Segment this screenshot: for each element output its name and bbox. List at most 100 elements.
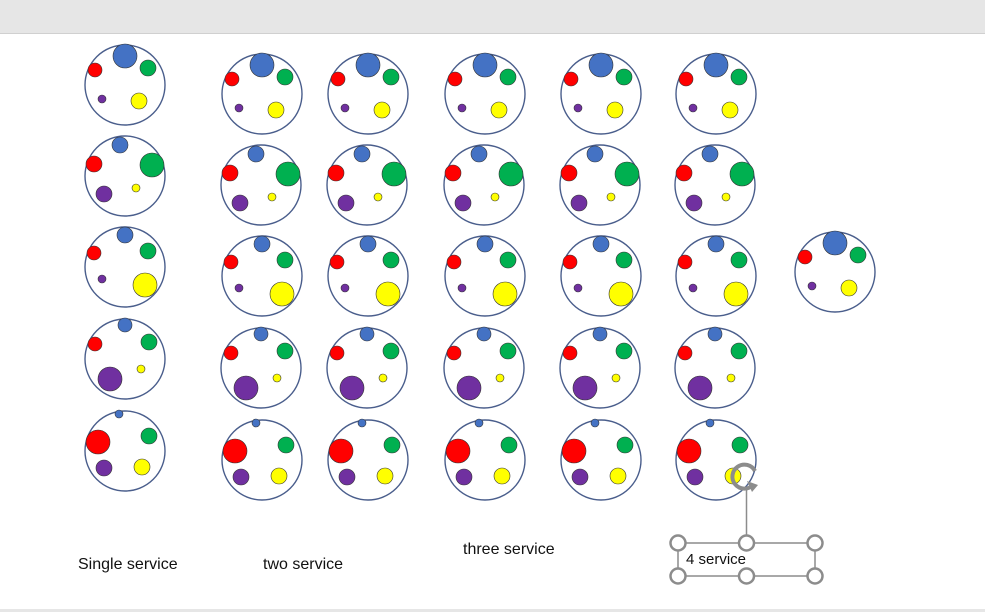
green-dot xyxy=(140,333,158,351)
red-dot xyxy=(223,345,239,361)
red-dot xyxy=(561,438,587,464)
green-dot xyxy=(499,68,517,86)
green-dot xyxy=(139,152,165,178)
yellow-dot xyxy=(378,373,388,383)
red-dot xyxy=(678,71,694,87)
green-dot xyxy=(277,436,295,454)
window-top-bar xyxy=(0,0,985,34)
green-dot xyxy=(500,436,518,454)
green-dot xyxy=(383,436,401,454)
resize-handle[interactable] xyxy=(806,567,824,585)
yellow-dot xyxy=(373,101,391,119)
blue-dot xyxy=(111,136,129,154)
green-dot xyxy=(498,161,524,187)
blue-dot xyxy=(114,409,124,419)
red-dot xyxy=(562,254,578,270)
blue-dot xyxy=(822,230,848,256)
purple-dot xyxy=(571,468,589,486)
blue-dot xyxy=(470,145,488,163)
red-dot xyxy=(223,254,239,270)
blue-dot xyxy=(592,326,608,342)
blue-dot xyxy=(476,235,494,253)
rotate-icon[interactable] xyxy=(730,462,757,491)
purple-dot xyxy=(454,194,472,212)
purple-dot xyxy=(97,274,107,284)
red-dot xyxy=(85,429,111,455)
red-dot xyxy=(560,164,578,182)
yellow-dot xyxy=(723,281,749,307)
purple-dot xyxy=(807,281,817,291)
yellow-dot xyxy=(611,373,621,383)
red-dot xyxy=(447,71,463,87)
red-dot xyxy=(85,155,103,173)
blue-dot xyxy=(592,235,610,253)
yellow-dot xyxy=(726,373,736,383)
purple-dot xyxy=(455,468,473,486)
green-dot xyxy=(382,342,400,360)
blue-dot xyxy=(359,326,375,342)
purple-dot xyxy=(338,468,356,486)
red-dot xyxy=(222,438,248,464)
yellow-dot xyxy=(130,92,148,110)
label-two-service[interactable]: two service xyxy=(263,556,344,573)
purple-dot xyxy=(340,283,350,293)
yellow-dot xyxy=(269,281,295,307)
yellow-dot xyxy=(606,101,624,119)
resize-handle[interactable] xyxy=(669,567,687,585)
green-dot xyxy=(499,251,517,269)
purple-dot xyxy=(340,103,350,113)
yellow-dot xyxy=(376,467,394,485)
yellow-dot xyxy=(267,192,277,202)
resize-handle[interactable] xyxy=(806,534,824,552)
label-single-service[interactable]: Single service xyxy=(78,556,178,573)
yellow-dot xyxy=(490,192,500,202)
yellow-dot xyxy=(375,281,401,307)
purple-dot xyxy=(232,468,250,486)
red-dot xyxy=(444,164,462,182)
yellow-dot xyxy=(373,192,383,202)
green-dot xyxy=(730,68,748,86)
purple-dot xyxy=(687,375,713,401)
blue-dot xyxy=(247,145,265,163)
purple-dot xyxy=(572,375,598,401)
yellow-dot xyxy=(133,458,151,476)
blue-dot xyxy=(117,317,133,333)
purple-dot xyxy=(688,103,698,113)
label-four-service-selected[interactable]: 4 service xyxy=(686,551,747,568)
green-dot xyxy=(139,59,157,77)
yellow-dot xyxy=(840,279,858,297)
green-dot xyxy=(275,161,301,187)
blue-dot xyxy=(701,145,719,163)
yellow-dot xyxy=(492,281,518,307)
label-three-service[interactable]: three service xyxy=(463,541,555,558)
red-dot xyxy=(446,254,462,270)
green-dot xyxy=(499,342,517,360)
resize-handle[interactable] xyxy=(737,534,756,552)
red-dot xyxy=(328,438,354,464)
red-dot xyxy=(797,249,813,265)
resize-handle[interactable] xyxy=(669,534,687,552)
green-dot xyxy=(276,251,294,269)
red-dot xyxy=(87,336,103,352)
blue-dot xyxy=(112,43,138,69)
red-dot xyxy=(330,71,346,87)
red-dot xyxy=(329,254,345,270)
green-dot xyxy=(730,342,748,360)
green-dot xyxy=(730,251,748,269)
purple-dot xyxy=(95,459,113,477)
green-dot xyxy=(849,246,867,264)
resize-handle[interactable] xyxy=(737,567,756,585)
green-dot xyxy=(616,436,634,454)
green-dot xyxy=(140,427,158,445)
green-dot xyxy=(276,342,294,360)
red-dot xyxy=(675,164,693,182)
yellow-dot xyxy=(490,101,508,119)
green-dot xyxy=(382,68,400,86)
red-dot xyxy=(445,438,471,464)
red-dot xyxy=(446,345,462,361)
green-dot xyxy=(729,161,755,187)
green-dot xyxy=(615,342,633,360)
blue-dot xyxy=(586,145,604,163)
green-dot xyxy=(381,161,407,187)
blue-dot xyxy=(707,235,725,253)
